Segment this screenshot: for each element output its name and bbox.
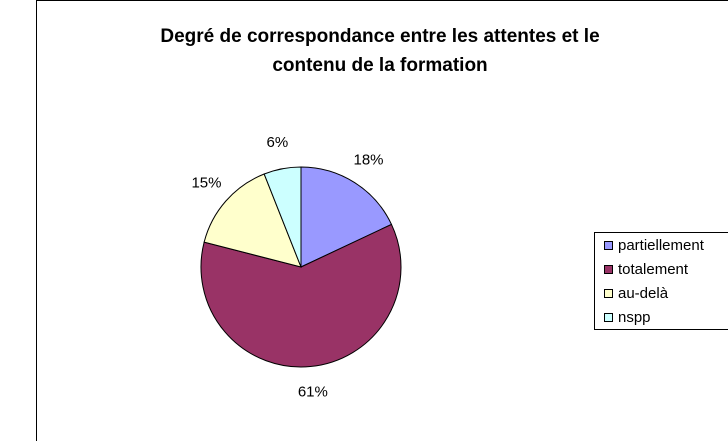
legend-box	[594, 232, 728, 330]
data-label: 18%	[353, 152, 383, 169]
data-label: 61%	[298, 383, 328, 400]
pie-slice	[203, 173, 302, 268]
data-label: 15%	[191, 175, 221, 192]
chart-title: Degré de correspondance entre les attent…	[160, 26, 599, 47]
pie-slice	[263, 166, 302, 268]
legend-label: au-delà	[618, 285, 669, 302]
chart-title: contenu de la formation	[272, 55, 487, 76]
legend-swatch	[604, 313, 613, 322]
legend-label: nspp	[618, 309, 651, 326]
legend-label: partiellement	[618, 237, 705, 254]
pie-slice	[200, 223, 402, 368]
pie-slice	[300, 166, 393, 268]
legend-label: totalement	[618, 261, 689, 278]
data-label: 6%	[267, 134, 289, 151]
legend-swatch	[604, 241, 613, 250]
legend-swatch	[604, 289, 613, 298]
legend-swatch	[604, 265, 613, 274]
